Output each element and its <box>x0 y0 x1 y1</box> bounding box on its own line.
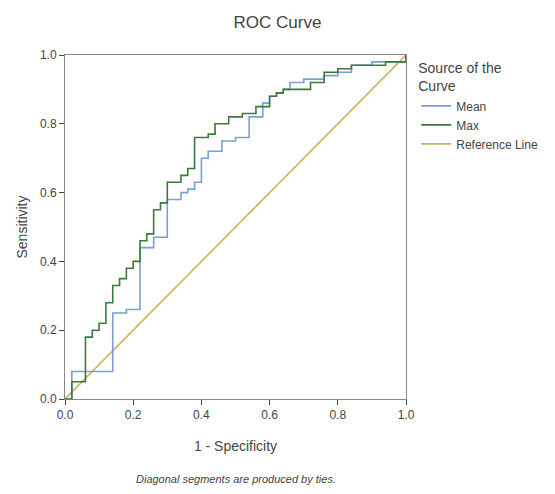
svg-text:0.6: 0.6 <box>261 408 278 422</box>
svg-text:Source of theCurve: Source of theCurve <box>418 60 501 94</box>
svg-text:1.0: 1.0 <box>398 408 415 422</box>
svg-text:0.0: 0.0 <box>57 408 74 422</box>
svg-text:1.0: 1.0 <box>40 48 57 62</box>
svg-text:Mean: Mean <box>456 100 486 114</box>
svg-text:ROC Curve: ROC Curve <box>234 13 322 32</box>
svg-text:Reference Line: Reference Line <box>456 138 538 152</box>
svg-text:0.2: 0.2 <box>125 408 142 422</box>
svg-text:0.4: 0.4 <box>40 255 57 269</box>
svg-text:0.2: 0.2 <box>40 323 57 337</box>
svg-text:0.6: 0.6 <box>40 186 57 200</box>
svg-text:1 - Specificity: 1 - Specificity <box>194 438 277 454</box>
svg-text:Sensitivity: Sensitivity <box>14 195 30 258</box>
svg-text:0.0: 0.0 <box>40 392 57 406</box>
svg-text:0.8: 0.8 <box>40 117 57 131</box>
svg-text:0.8: 0.8 <box>329 408 346 422</box>
svg-text:0.4: 0.4 <box>193 408 210 422</box>
svg-text:Diagonal segments are produced: Diagonal segments are produced by ties. <box>136 473 336 485</box>
svg-text:Max: Max <box>456 119 479 133</box>
